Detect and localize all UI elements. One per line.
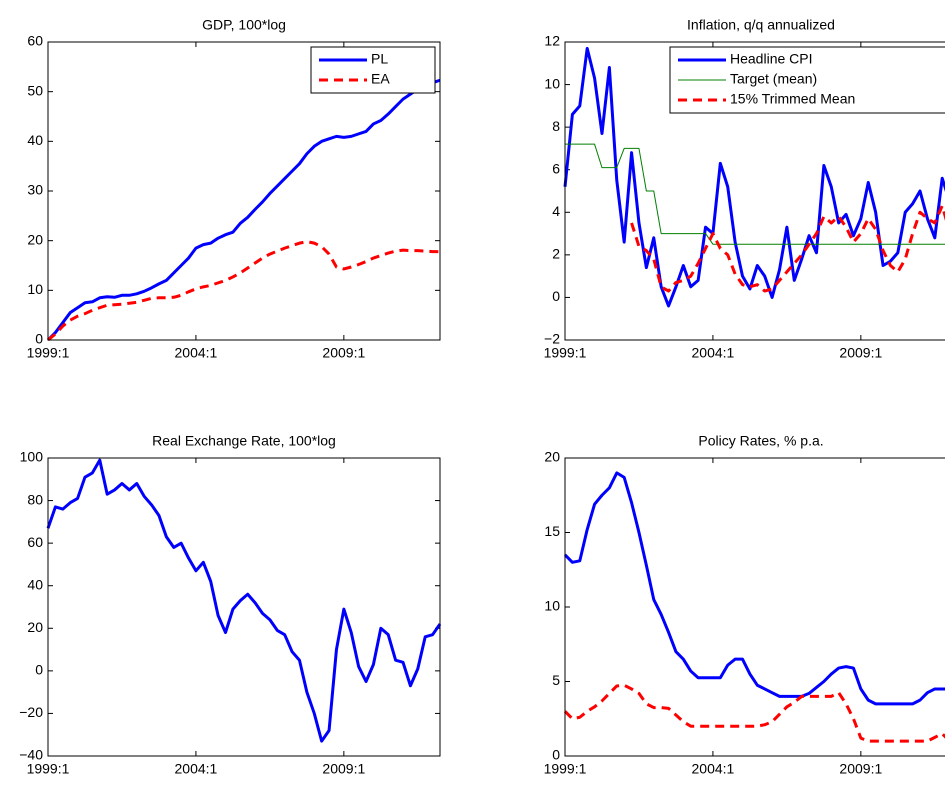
x-tick-label: 2009:1 (322, 761, 365, 777)
y-tick-label: 20 (544, 449, 560, 465)
legend-label: Headline CPI (730, 51, 813, 67)
y-tick-label: 0 (552, 288, 560, 304)
y-tick-label: 60 (27, 33, 43, 49)
legend-label: PL (371, 51, 388, 67)
series-line (46, 78, 441, 342)
y-tick-label: 0 (552, 747, 560, 763)
y-tick-label: 80 (27, 491, 43, 507)
x-tick-label: 1999:1 (27, 345, 70, 361)
x-tick-label: 2009:1 (839, 345, 882, 361)
axes-frame (47, 41, 441, 341)
y-tick-label: 40 (27, 576, 43, 592)
y-tick-label: 2 (552, 246, 560, 262)
y-tick-label: 10 (544, 75, 560, 91)
x-tick-label: 2004:1 (692, 761, 735, 777)
legend-label: Target (mean) (730, 71, 817, 87)
series-line (563, 46, 945, 308)
legend-label: EA (371, 71, 390, 87)
panel-title: Policy Rates, % p.a. (698, 433, 823, 449)
y-tick-label: 100 (20, 449, 44, 465)
axes-frame (564, 41, 945, 341)
y-tick-label: 10 (544, 598, 560, 614)
series-line (630, 204, 945, 293)
series-line (563, 683, 945, 743)
y-tick-label: 0 (35, 331, 43, 347)
panel-title: Inflation, q/q annualized (687, 17, 835, 33)
y-tick-label: 20 (27, 619, 43, 635)
y-tick-label: 5 (552, 672, 560, 688)
y-tick-label: 0 (35, 662, 43, 678)
y-tick-label: 40 (27, 132, 43, 148)
axes-frame (564, 457, 945, 757)
legend-label: 15% Trimmed Mean (730, 91, 855, 107)
y-tick-label: 15 (544, 523, 560, 539)
y-tick-label: 30 (27, 182, 43, 198)
y-tick-label: 10 (27, 281, 43, 297)
x-tick-label: 2009:1 (322, 345, 365, 361)
x-tick-label: 2004:1 (175, 345, 218, 361)
x-tick-label: 1999:1 (544, 345, 587, 361)
y-tick-label: 12 (544, 33, 560, 49)
x-tick-label: 2009:1 (839, 761, 882, 777)
series-line (563, 471, 945, 706)
y-tick-label: 4 (552, 203, 560, 219)
series-line (565, 143, 945, 245)
y-tick-label: 8 (552, 118, 560, 134)
y-tick-label: −40 (19, 747, 43, 763)
y-tick-label: 20 (27, 231, 43, 247)
y-tick-label: 50 (27, 82, 43, 98)
y-tick-label: 6 (552, 160, 560, 176)
x-tick-label: 2004:1 (175, 761, 218, 777)
x-tick-label: 1999:1 (544, 761, 587, 777)
y-tick-label: −20 (19, 704, 43, 720)
panel-title: GDP, 100*log (202, 17, 286, 33)
series-line (46, 458, 442, 743)
series-line (47, 240, 440, 342)
legend-box (310, 46, 436, 94)
x-tick-label: 1999:1 (27, 761, 70, 777)
y-tick-label: 60 (27, 534, 43, 550)
y-tick-label: −2 (544, 331, 560, 347)
x-tick-label: 2004:1 (692, 345, 735, 361)
axes-frame (47, 457, 441, 757)
panel-title: Real Exchange Rate, 100*log (152, 433, 336, 449)
